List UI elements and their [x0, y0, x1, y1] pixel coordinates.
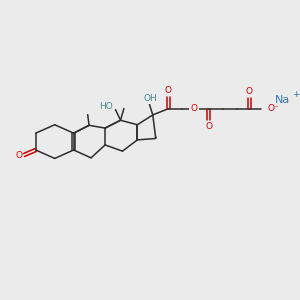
Text: O: O	[15, 151, 22, 160]
Text: +: +	[292, 90, 299, 99]
Text: O: O	[246, 87, 253, 96]
Text: O⁻: O⁻	[267, 104, 279, 113]
Text: Na: Na	[275, 95, 290, 105]
Text: O: O	[165, 86, 172, 95]
Text: HO: HO	[100, 102, 113, 111]
Text: OH: OH	[143, 94, 157, 103]
Text: O: O	[205, 122, 212, 130]
Text: O: O	[190, 104, 197, 113]
